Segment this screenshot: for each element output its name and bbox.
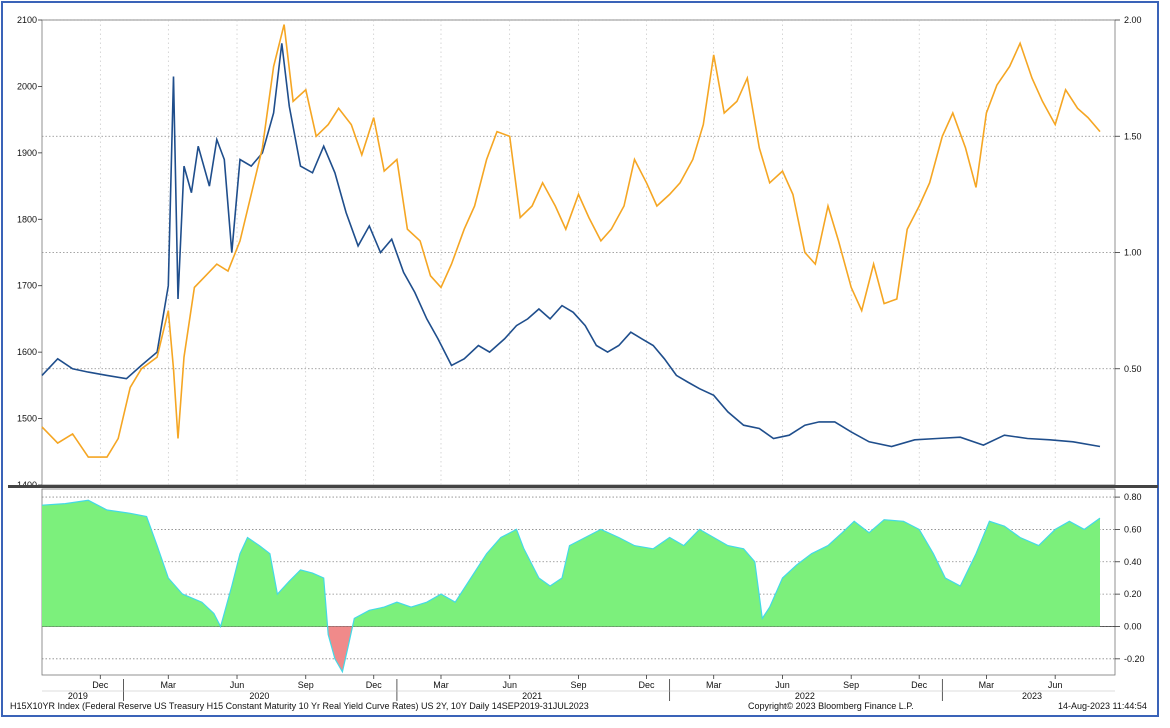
x-month-label: Dec bbox=[638, 680, 655, 690]
lower-tick-label: 0.80 bbox=[1124, 492, 1142, 502]
left-tick-label: 1500 bbox=[17, 414, 37, 424]
correlation-positive-area bbox=[42, 500, 1100, 627]
x-month-label: Dec bbox=[911, 680, 928, 690]
left-tick-label: 1700 bbox=[17, 281, 37, 291]
x-month-label: Mar bbox=[706, 680, 722, 690]
x-month-label: Jun bbox=[1048, 680, 1063, 690]
footer-source: H15X10YR Index (Federal Reserve US Treas… bbox=[10, 701, 589, 711]
x-month-label: Dec bbox=[92, 680, 109, 690]
x-year-label: 2021 bbox=[522, 691, 542, 701]
lower-tick-label: 0.20 bbox=[1124, 589, 1142, 599]
panel-divider[interactable] bbox=[8, 485, 1158, 488]
x-year-label: 2020 bbox=[249, 691, 269, 701]
upper-x-ticks bbox=[99, 20, 1056, 485]
x-month-label: Mar bbox=[433, 680, 449, 690]
x-year-label: 2019 bbox=[68, 691, 88, 701]
x-year-label: 2022 bbox=[795, 691, 815, 701]
lower-tick-label: -0.20 bbox=[1124, 654, 1145, 664]
right-tick-label: 0.50 bbox=[1124, 364, 1142, 374]
correlation-negative-area bbox=[220, 626, 353, 672]
x-month-label: Jun bbox=[502, 680, 517, 690]
x-year-label: 2023 bbox=[1022, 691, 1042, 701]
right-tick-label: 1.00 bbox=[1124, 248, 1142, 258]
x-month-label: Sep bbox=[570, 680, 586, 690]
left-tick-label: 1800 bbox=[17, 214, 37, 224]
lower-panel: -0.20 0.00 0.20 0.40 0.60 0.80 bbox=[41, 488, 1145, 676]
left-tick-label: 1600 bbox=[17, 347, 37, 357]
left-tick-label: 2100 bbox=[17, 15, 37, 25]
bond-series-line bbox=[41, 43, 1101, 448]
x-month-label: Mar bbox=[979, 680, 995, 690]
x-month-label: Sep bbox=[298, 680, 314, 690]
x-month-label: Sep bbox=[843, 680, 859, 690]
footer-timestamp: 14-Aug-2023 11:44:54 bbox=[1058, 701, 1147, 711]
x-axis: Dec Mar Jun Sep Dec Mar Jun Sep Dec Mar Jun Sep Dec M… bbox=[42, 675, 1115, 701]
x-month-label: Jun bbox=[230, 680, 245, 690]
correlation-line bbox=[41, 499, 1101, 674]
lower-tick-label: 0.00 bbox=[1124, 621, 1142, 631]
upper-panel: 14001500160017001800190020002100 0.501.0… bbox=[17, 15, 1142, 490]
right-tick-label: 1.50 bbox=[1124, 131, 1142, 141]
gold-series-line bbox=[41, 24, 1101, 458]
x-month-label: Mar bbox=[161, 680, 177, 690]
footer-copyright: Copyright© 2023 Bloomberg Finance L.P. bbox=[748, 701, 914, 711]
right-tick-label: 2.00 bbox=[1124, 15, 1142, 25]
x-month-label: Dec bbox=[366, 680, 383, 690]
left-tick-label: 1900 bbox=[17, 148, 37, 158]
lower-tick-label: 0.60 bbox=[1124, 524, 1142, 534]
x-month-label: Jun bbox=[775, 680, 790, 690]
right-axis-ticks: 0.50 1.00 1.50 2.00 bbox=[1115, 15, 1142, 374]
lower-tick-label: 0.40 bbox=[1124, 557, 1142, 567]
lower-axis-ticks: -0.20 0.00 0.20 0.40 0.60 0.80 bbox=[1115, 492, 1145, 664]
left-tick-label: 2000 bbox=[17, 81, 37, 91]
